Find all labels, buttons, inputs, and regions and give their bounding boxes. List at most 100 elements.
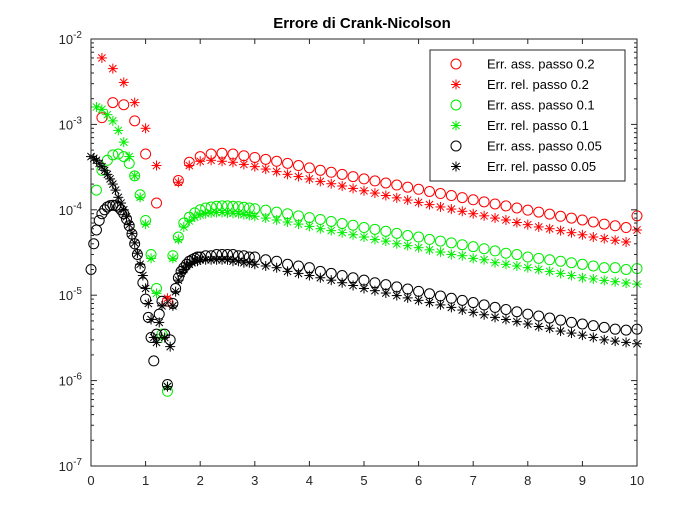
x-tick-label: 3	[251, 473, 258, 488]
x-tick-label: 0	[87, 473, 94, 488]
data-point	[445, 190, 457, 202]
data-point	[162, 381, 173, 392]
legend-marker	[451, 120, 461, 131]
data-point	[587, 216, 599, 228]
data-point	[610, 235, 621, 246]
data-point	[369, 223, 381, 235]
data-point	[151, 288, 162, 299]
data-point	[167, 253, 178, 264]
data-point	[118, 99, 130, 111]
data-point	[184, 160, 195, 171]
legend-item: Err. ass. passo 0.2	[450, 57, 595, 72]
data-point	[500, 214, 511, 225]
data-point	[489, 198, 501, 210]
data-point	[96, 52, 107, 63]
legend-item: Err. ass. passo 0.05	[450, 139, 602, 154]
data-point	[413, 231, 425, 243]
data-point	[620, 263, 632, 275]
data-point	[315, 272, 326, 283]
data-point	[304, 270, 315, 281]
series-3	[91, 101, 642, 392]
data-point	[621, 337, 632, 348]
legend-item: Err. ass. passo 0.1	[450, 98, 595, 113]
data-point	[260, 213, 271, 224]
data-point	[413, 295, 424, 306]
data-point	[588, 232, 599, 243]
data-point	[424, 297, 435, 308]
data-point	[609, 262, 621, 274]
legend-label: Err. ass. passo 0.1	[487, 98, 595, 113]
data-point	[555, 314, 567, 326]
legend-item: Err. rel. passo 0.1	[451, 118, 589, 133]
legend-marker	[451, 161, 461, 172]
data-point	[434, 235, 446, 247]
data-point	[468, 307, 479, 318]
data-point	[413, 197, 424, 208]
data-point	[413, 242, 424, 253]
data-point	[424, 185, 436, 197]
data-point	[533, 310, 545, 322]
data-point	[478, 196, 490, 208]
data-point	[511, 217, 522, 228]
data-point	[435, 299, 446, 310]
data-point	[129, 97, 140, 108]
data-point	[315, 176, 326, 187]
data-point	[165, 341, 176, 352]
data-point	[347, 171, 359, 183]
data-point	[118, 137, 129, 148]
data-point	[337, 227, 348, 238]
data-point	[533, 252, 545, 264]
data-point	[457, 206, 468, 217]
legend: Err. ass. passo 0.2 Err. rel. passo 0.2 Er…	[429, 49, 626, 182]
data-point	[402, 181, 414, 193]
data-point	[206, 155, 217, 166]
data-point	[587, 260, 599, 272]
data-point	[292, 160, 304, 172]
data-point	[282, 266, 293, 277]
data-point	[380, 190, 391, 201]
x-tick-label: 6	[415, 473, 422, 488]
data-point	[620, 222, 632, 234]
data-point	[140, 123, 151, 134]
data-point	[522, 319, 533, 330]
x-tick-label: 8	[524, 473, 531, 488]
data-point	[577, 272, 588, 283]
data-point	[544, 223, 555, 234]
data-point	[238, 159, 249, 170]
data-point	[391, 238, 402, 249]
data-point	[137, 270, 148, 281]
data-point	[576, 258, 588, 270]
data-point	[337, 277, 348, 288]
data-point	[105, 173, 116, 184]
x-tick-label: 2	[197, 473, 204, 488]
x-tick-label: 1	[142, 473, 149, 488]
y-tick-label: 10-4	[59, 201, 83, 218]
data-point	[391, 227, 403, 239]
data-point	[304, 173, 315, 184]
data-point	[359, 232, 369, 243]
data-point	[434, 188, 446, 200]
data-point	[124, 151, 135, 162]
data-point	[369, 285, 380, 296]
data-point	[456, 192, 468, 204]
data-point	[555, 255, 567, 267]
data-point	[358, 173, 370, 185]
data-point	[598, 262, 610, 274]
data-point	[167, 300, 178, 311]
data-point	[369, 175, 381, 187]
axes: 0 1 2 3 4 5 6 7 8 9 10 10-7 10-6 10-5 10-4 10-3 10-2	[59, 30, 645, 488]
data-point	[500, 200, 512, 212]
data-point	[511, 202, 523, 214]
data-point	[555, 210, 567, 222]
data-point	[577, 229, 588, 240]
data-marks	[85, 52, 643, 397]
data-point	[156, 300, 167, 311]
data-point	[391, 179, 403, 191]
data-point	[565, 212, 577, 224]
data-point	[380, 288, 391, 299]
data-point	[446, 249, 457, 260]
data-point	[249, 211, 260, 222]
data-point	[479, 210, 490, 221]
data-point	[457, 305, 468, 316]
data-point	[151, 160, 162, 171]
